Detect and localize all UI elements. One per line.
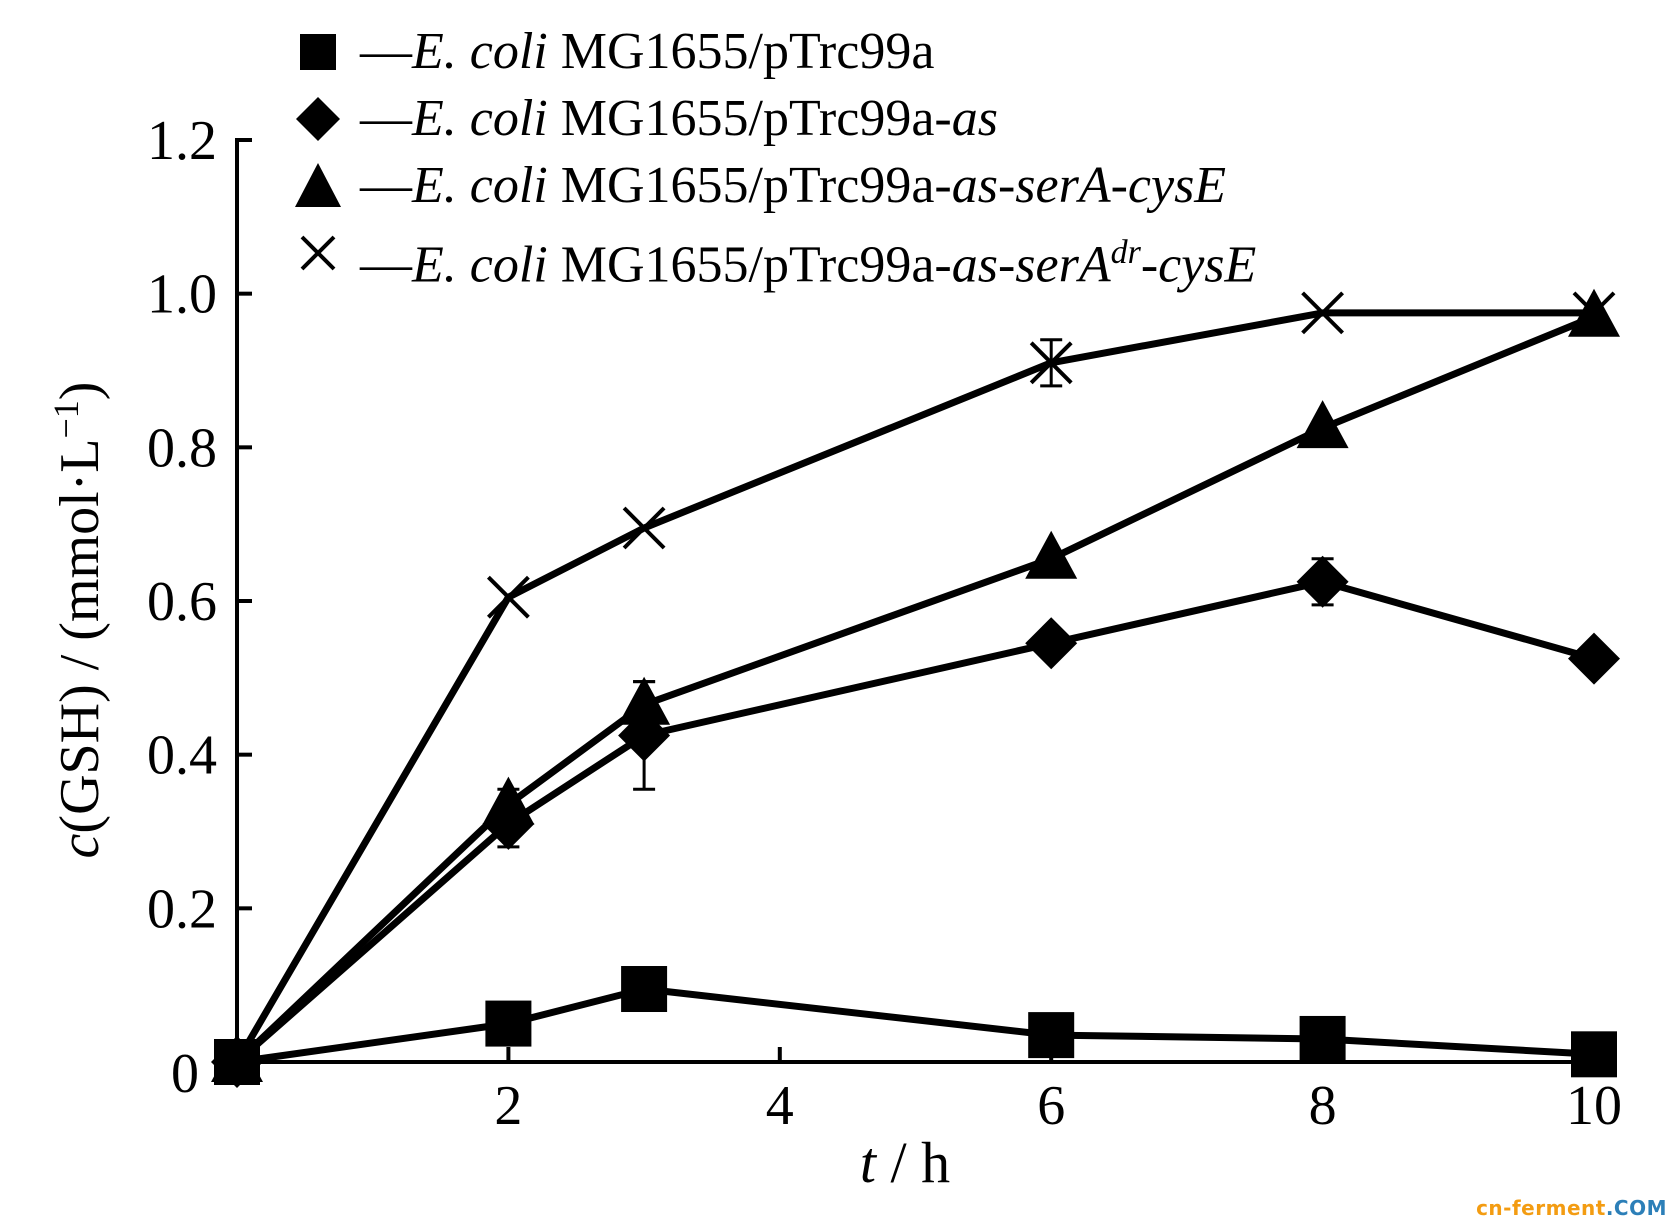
axis-ticks: 0.2 0.4 0.6 0.8 1.0 1.2 2 4 6 8 10 0	[147, 110, 1622, 1137]
series-lines	[233, 309, 1596, 1066]
square-marker-icon	[300, 34, 336, 70]
legend-species: E. coli	[412, 23, 548, 80]
data-point-square	[621, 966, 668, 1013]
data-point-cross	[622, 506, 666, 550]
legend-genes-tail: -cysE	[1140, 236, 1257, 294]
data-point-square	[1571, 1031, 1617, 1078]
y-axis-title-rest: (GSH) / (mmol·L	[49, 439, 111, 834]
data-point-cross	[1572, 291, 1616, 335]
y-tick-label: 0.8	[147, 417, 217, 479]
legend-genes: as-serA-cysE	[951, 157, 1227, 214]
legend-dash: —	[360, 157, 412, 214]
data-point-diamond	[1025, 617, 1078, 670]
legend-label: —E. coli MG1655/pTrc99a-as-serA-cysE	[360, 152, 1226, 219]
legend-strain: MG1655/pTrc99a	[547, 23, 935, 80]
data-point-square	[1299, 1015, 1346, 1062]
data-point-triangle	[482, 776, 535, 825]
cross-stroke	[622, 506, 666, 550]
series-line-diamond	[234, 578, 1595, 1065]
data-point-triangle	[1025, 530, 1078, 579]
legend-genes: as	[951, 90, 998, 147]
legend-dash: —	[360, 23, 412, 80]
data-point-cross	[215, 1040, 259, 1084]
legend-strain: MG1655/pTrc99a-	[547, 157, 952, 214]
legend-species: E. coli	[412, 90, 548, 147]
data-point-triangle	[211, 1034, 263, 1082]
legend-species: E. coli	[412, 157, 548, 214]
data-point-square	[485, 1000, 532, 1047]
x-tick-label: 2	[494, 1075, 522, 1137]
y-axis-title: c(GSH) / (mmol·L−1)	[46, 382, 111, 859]
cross-stroke	[1301, 291, 1345, 335]
data-point-square	[1028, 1012, 1075, 1059]
data-point-triangle	[618, 676, 671, 725]
diamond-marker-icon	[296, 97, 340, 141]
data-point-cross	[486, 575, 530, 619]
y-tick-label: 0.2	[147, 878, 217, 940]
cross-stroke	[1572, 291, 1616, 335]
legend-dash: —	[360, 236, 412, 294]
series-line-square	[236, 985, 1595, 1066]
series-line-triangle	[234, 313, 1596, 1065]
data-point-cross	[1029, 341, 1073, 385]
x-axis-title-rest: / h	[876, 1130, 950, 1195]
cross-stroke	[1029, 341, 1073, 385]
legend-label: —E. coli MG1655/pTrc99a-as-serAdr-cysE	[360, 219, 1256, 298]
legend-strain: MG1655/pTrc99a-	[547, 90, 952, 147]
data-point-triangle	[1296, 400, 1349, 449]
y-axis-title-sup: −1	[46, 400, 86, 438]
x-axis-title: t / h	[860, 1130, 950, 1195]
data-point-diamond	[1568, 632, 1620, 685]
y-tick-label: 0.4	[147, 725, 217, 787]
series-markers	[211, 288, 1620, 1088]
watermark: cn-ferment.COM	[1476, 1196, 1667, 1220]
cross-stroke	[486, 575, 530, 619]
watermark-part-1: cn-ferment	[1476, 1196, 1606, 1220]
data-point-cross	[1301, 291, 1345, 335]
legend-label: —E. coli MG1655/pTrc99a-as	[360, 85, 998, 152]
series-line-cross	[233, 309, 1594, 1064]
x-tick-label: 8	[1309, 1075, 1337, 1137]
triangle-marker-icon	[295, 163, 341, 207]
legend-superscript: dr	[1110, 234, 1141, 271]
cross-stroke	[215, 1040, 259, 1084]
y-tick-label: 1.0	[147, 264, 217, 326]
cross-marker-icon	[300, 235, 336, 271]
origin-tick-label: 0	[171, 1043, 199, 1105]
data-point-diamond	[1296, 555, 1349, 608]
legend-dash: —	[360, 90, 412, 147]
x-tick-label: 6	[1037, 1075, 1065, 1137]
legend-species: E. coli	[412, 236, 548, 294]
y-tick-label: 0.6	[147, 571, 217, 633]
legend-genes: as-serA	[951, 236, 1111, 294]
x-tick-label: 4	[766, 1075, 794, 1137]
axis-labels: t / h c(GSH) / (mmol·L−1)	[46, 382, 950, 1195]
x-tick-label: 10	[1566, 1075, 1622, 1137]
y-axis-title-close: )	[49, 382, 111, 401]
y-axis-title-italic: c	[49, 833, 111, 858]
x-axis-title-italic: t	[860, 1130, 878, 1195]
legend-strain: MG1655/pTrc99a-	[547, 236, 952, 294]
legend-label: —E. coli MG1655/pTrc99a	[360, 18, 934, 85]
watermark-part-2: .COM	[1605, 1196, 1667, 1220]
y-tick-label: 1.2	[147, 110, 217, 172]
